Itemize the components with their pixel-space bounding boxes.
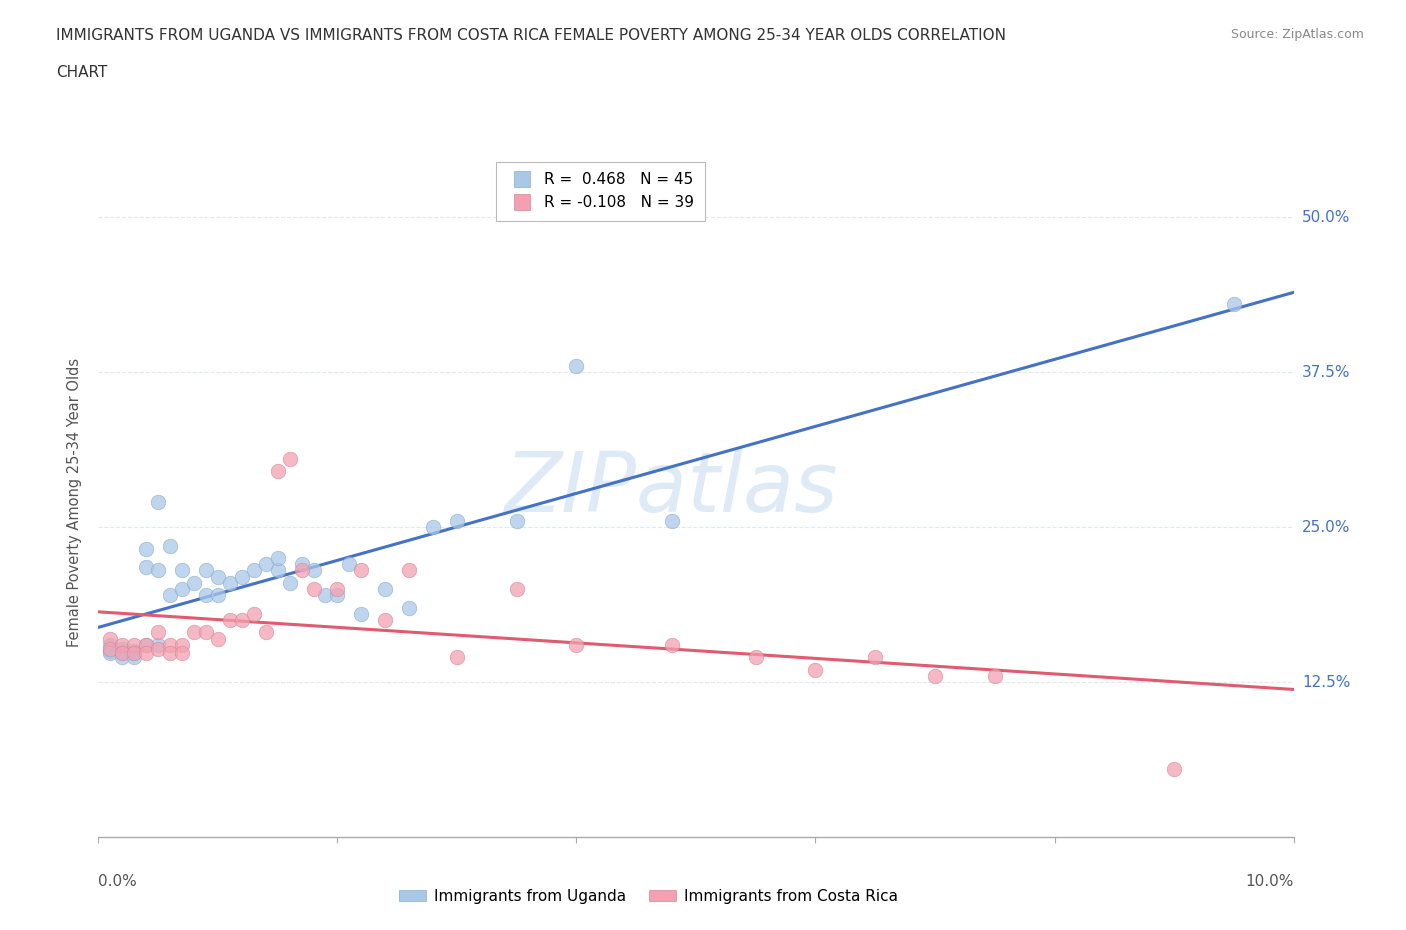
Point (243, 606, 266, 621)
Point (172, 581, 194, 596)
Point (135, 542, 157, 557)
Point (98, 644, 122, 658)
Point (148, 625, 170, 640)
Point (172, 563, 194, 578)
Text: 12.5%: 12.5% (1302, 674, 1350, 689)
Point (565, 637, 588, 652)
Point (159, 637, 181, 652)
Point (111, 641, 134, 656)
Point (207, 569, 229, 584)
Point (183, 625, 205, 640)
Point (111, 650, 134, 665)
Point (290, 557, 312, 572)
Point (124, 637, 146, 652)
Point (446, 513, 468, 528)
Point (111, 646, 134, 661)
Y-axis label: Female Poverty Among 25-34 Year Olds: Female Poverty Among 25-34 Year Olds (67, 358, 83, 646)
Point (398, 600, 420, 615)
Point (302, 563, 325, 578)
Point (159, 588, 181, 603)
Point (278, 576, 301, 591)
Point (267, 464, 290, 479)
Point (231, 569, 253, 584)
Point (350, 606, 373, 621)
Point (148, 563, 170, 578)
Point (135, 559, 157, 574)
Point (148, 641, 170, 656)
Point (267, 563, 290, 578)
Point (374, 581, 396, 596)
Text: 0.0%: 0.0% (98, 874, 138, 889)
Point (326, 581, 349, 596)
Point (804, 662, 827, 677)
Point (207, 631, 229, 646)
Text: Source: ZipAtlas.com: Source: ZipAtlas.com (1230, 28, 1364, 41)
Point (124, 646, 146, 661)
Text: 50.0%: 50.0% (1302, 209, 1350, 224)
Point (194, 563, 218, 578)
Point (111, 646, 134, 661)
Point (339, 557, 360, 572)
Point (506, 581, 529, 596)
Point (1223, 297, 1246, 312)
Point (231, 613, 253, 628)
Point (219, 576, 242, 591)
Point (350, 563, 373, 578)
Point (254, 557, 277, 572)
Point (446, 650, 468, 665)
Point (1163, 762, 1185, 777)
Point (661, 513, 683, 528)
Point (315, 588, 337, 603)
Point (302, 581, 325, 596)
Text: ZIPatlas: ZIPatlas (505, 448, 839, 529)
Point (219, 613, 242, 628)
Point (98, 641, 122, 656)
Point (422, 520, 444, 535)
Point (983, 669, 1005, 684)
Point (148, 637, 170, 652)
Point (98, 646, 122, 661)
Point (124, 650, 146, 665)
Point (135, 637, 157, 652)
Point (290, 563, 312, 578)
Point (159, 646, 181, 661)
Legend: Immigrants from Uganda, Immigrants from Costa Rica: Immigrants from Uganda, Immigrants from … (392, 883, 904, 910)
Text: CHART: CHART (56, 65, 108, 80)
Point (172, 646, 194, 661)
Point (267, 551, 290, 565)
Point (374, 613, 396, 628)
Text: 25.0%: 25.0% (1302, 520, 1350, 535)
Text: IMMIGRANTS FROM UGANDA VS IMMIGRANTS FROM COSTA RICA FEMALE POVERTY AMONG 25-34 : IMMIGRANTS FROM UGANDA VS IMMIGRANTS FRO… (56, 28, 1007, 43)
Point (194, 625, 218, 640)
Point (135, 637, 157, 652)
Point (278, 451, 301, 466)
Point (98, 631, 122, 646)
Point (135, 646, 157, 661)
Point (924, 669, 946, 684)
Point (159, 538, 181, 553)
Point (506, 513, 529, 528)
Point (207, 588, 229, 603)
Point (98, 637, 122, 652)
Point (111, 637, 134, 652)
Point (124, 646, 146, 661)
Point (565, 358, 588, 373)
Point (172, 637, 194, 652)
Point (194, 588, 218, 603)
Text: 37.5%: 37.5% (1302, 365, 1350, 379)
Point (148, 495, 170, 510)
Point (254, 625, 277, 640)
Point (183, 576, 205, 591)
Point (865, 650, 887, 665)
Point (745, 650, 768, 665)
Point (398, 563, 420, 578)
Point (661, 637, 683, 652)
Point (243, 563, 266, 578)
Text: 10.0%: 10.0% (1246, 874, 1294, 889)
Point (124, 644, 146, 658)
Point (326, 588, 349, 603)
